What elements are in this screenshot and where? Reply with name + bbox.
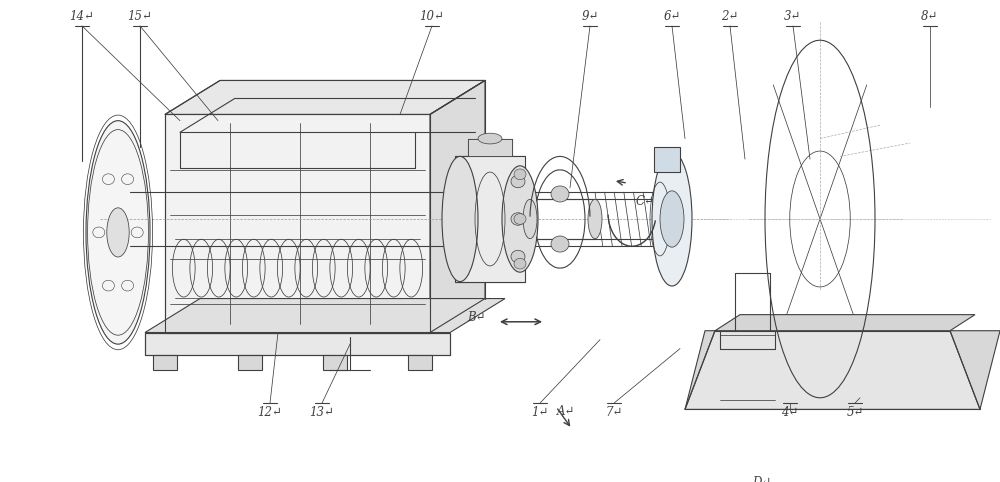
Circle shape (511, 250, 525, 263)
Text: C↵: C↵ (636, 195, 654, 208)
Ellipse shape (652, 152, 692, 286)
Ellipse shape (551, 186, 569, 202)
Ellipse shape (523, 200, 537, 239)
Text: 5↵: 5↵ (846, 406, 864, 419)
Text: B↵: B↵ (467, 311, 485, 324)
Polygon shape (685, 331, 980, 409)
Ellipse shape (478, 133, 502, 144)
Polygon shape (468, 138, 512, 157)
Circle shape (514, 258, 526, 269)
Polygon shape (654, 147, 680, 172)
Polygon shape (145, 298, 505, 333)
Polygon shape (145, 333, 450, 355)
Ellipse shape (86, 120, 150, 344)
Text: 2↵: 2↵ (721, 10, 739, 23)
Text: 15↵: 15↵ (128, 10, 152, 23)
Text: 12↵: 12↵ (258, 406, 282, 419)
Text: 14↵: 14↵ (70, 10, 94, 23)
Text: A↵: A↵ (557, 405, 575, 418)
Polygon shape (430, 80, 485, 333)
Text: 9↵: 9↵ (581, 10, 599, 23)
Text: 6↵: 6↵ (663, 10, 681, 23)
Polygon shape (165, 80, 485, 114)
Text: D↵: D↵ (752, 476, 772, 482)
Text: 3↵: 3↵ (784, 10, 802, 23)
Text: 4↵: 4↵ (781, 406, 799, 419)
Ellipse shape (672, 192, 688, 246)
Text: 8↵: 8↵ (921, 10, 939, 23)
Polygon shape (408, 355, 432, 370)
Polygon shape (238, 355, 262, 370)
Text: 10↵: 10↵ (420, 10, 444, 23)
Ellipse shape (442, 157, 478, 281)
Ellipse shape (588, 200, 602, 239)
Polygon shape (323, 355, 347, 370)
Ellipse shape (107, 208, 129, 257)
Circle shape (514, 169, 526, 180)
Text: 1↵: 1↵ (531, 406, 549, 419)
Text: 13↵: 13↵ (310, 406, 334, 419)
Polygon shape (153, 355, 177, 370)
Circle shape (514, 214, 526, 224)
Circle shape (511, 213, 525, 225)
Circle shape (511, 175, 525, 187)
Ellipse shape (660, 191, 684, 247)
Polygon shape (715, 315, 975, 331)
Polygon shape (685, 331, 1000, 409)
Polygon shape (455, 157, 525, 281)
Ellipse shape (502, 166, 538, 272)
Polygon shape (165, 114, 430, 333)
Text: 7↵: 7↵ (605, 406, 623, 419)
Ellipse shape (551, 236, 569, 252)
